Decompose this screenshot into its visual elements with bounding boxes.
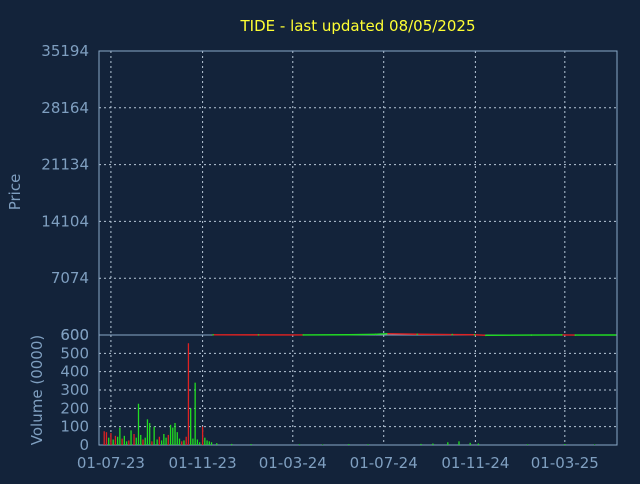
x-tick-label: 01-03-24 — [259, 454, 327, 472]
price-point — [530, 334, 532, 336]
price-tick-label: 35194 — [41, 42, 89, 60]
price-point — [451, 334, 453, 336]
price-point — [375, 334, 377, 336]
price-line-segment — [376, 334, 387, 335]
volume-tick-label: 100 — [60, 418, 89, 436]
price-line-segment — [387, 334, 418, 335]
volume-tick-label: 400 — [60, 363, 89, 381]
volume-tick-label: 200 — [60, 399, 89, 417]
volume-y-axis-label: Volume (0000) — [28, 335, 46, 445]
chart-title: TIDE - last updated 08/05/2025 — [240, 17, 476, 35]
x-tick-label: 01-11-24 — [441, 454, 509, 472]
price-point — [574, 334, 576, 336]
price-point — [258, 334, 260, 336]
x-tick-label: 01-07-23 — [77, 454, 145, 472]
x-tick-label: 01-03-25 — [531, 454, 599, 472]
price-tick-label: 21134 — [41, 156, 89, 174]
price-point — [561, 334, 563, 336]
x-tick-label: 01-07-24 — [350, 454, 418, 472]
volume-tick-label: 600 — [60, 326, 89, 344]
price-line-segment — [475, 335, 486, 336]
price-tick-label: 14104 — [41, 212, 89, 230]
price-y-axis-label: Price — [6, 174, 24, 211]
price-point — [615, 334, 617, 336]
price-point — [386, 333, 388, 335]
volume-tick-label: 0 — [79, 436, 89, 454]
volume-tick-label: 300 — [60, 381, 89, 399]
price-tick-label: 28164 — [41, 99, 89, 117]
price-point — [212, 334, 214, 336]
price-point — [348, 334, 350, 336]
price-point — [474, 334, 476, 336]
price-point — [302, 334, 304, 336]
volume-tick-label: 500 — [60, 344, 89, 362]
price-tick-label: 7074 — [51, 269, 89, 287]
x-tick-label: 01-11-23 — [169, 454, 237, 472]
price-point — [485, 335, 487, 337]
price-point — [416, 333, 418, 335]
